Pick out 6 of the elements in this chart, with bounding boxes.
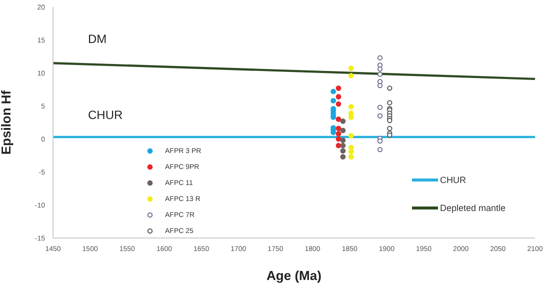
y-axis-title: Epsilon Hf [0, 90, 14, 155]
legend-label: Depleted mantle [440, 203, 506, 213]
annotation: DM [88, 32, 107, 46]
x-axis-title: Age (Ma) [266, 268, 322, 283]
legend-label: CHUR [440, 175, 466, 185]
annotation: CHUR [88, 108, 123, 122]
